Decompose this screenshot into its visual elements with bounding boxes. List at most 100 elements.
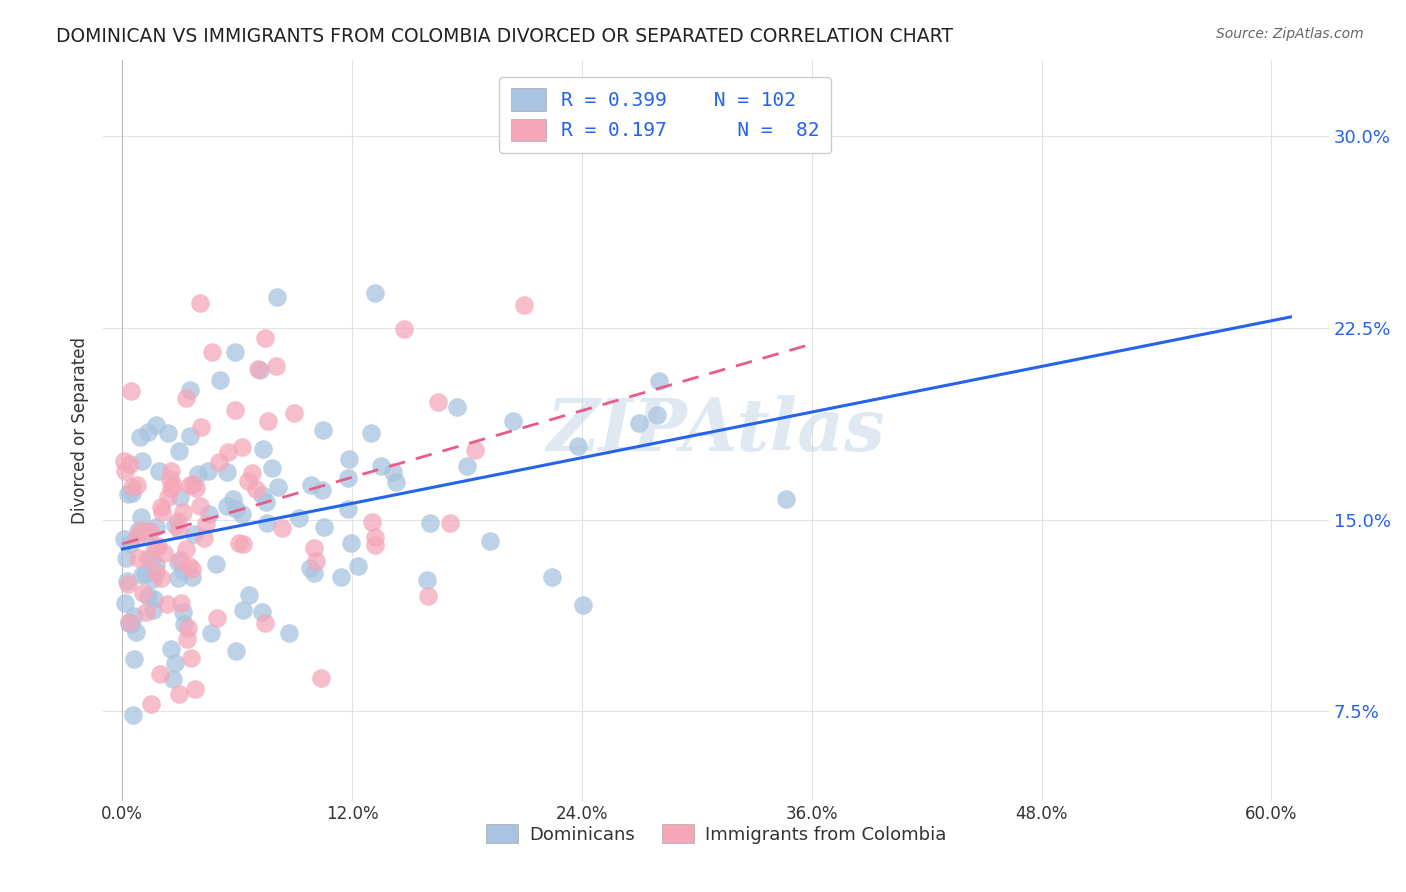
Point [188, 296, 211, 310]
Point [183, 527, 205, 541]
Point [266, 359, 288, 373]
Point [250, 605, 273, 619]
Point [215, 499, 238, 513]
Point [177, 558, 200, 573]
Point [125, 478, 148, 492]
Point [142, 603, 165, 617]
Point [204, 558, 226, 572]
Point [228, 535, 250, 549]
Point [176, 632, 198, 646]
Point [121, 480, 143, 494]
Point [179, 428, 201, 442]
Point [131, 454, 153, 468]
Point [162, 672, 184, 686]
Point [152, 546, 174, 560]
Point [177, 621, 200, 635]
Point [167, 687, 190, 701]
Point [121, 486, 143, 500]
Point [416, 590, 439, 604]
Point [167, 555, 190, 569]
Point [169, 443, 191, 458]
Point [312, 519, 335, 533]
Point [232, 603, 254, 617]
Point [135, 525, 157, 540]
Point [127, 524, 149, 539]
Point [112, 453, 135, 467]
Point [283, 406, 305, 420]
Point [360, 425, 382, 440]
Point [364, 286, 387, 301]
Point [572, 598, 595, 612]
Point [122, 651, 145, 665]
Point [225, 644, 247, 658]
Point [190, 419, 212, 434]
Point [187, 467, 209, 482]
Point [165, 656, 187, 670]
Point [170, 596, 193, 610]
Point [145, 520, 167, 534]
Point [142, 591, 165, 606]
Point [277, 625, 299, 640]
Point [179, 478, 201, 492]
Point [416, 573, 439, 587]
Point [309, 671, 332, 685]
Point [136, 425, 159, 440]
Legend: R = 0.399    N = 102, R = 0.197      N =  82: R = 0.399 N = 102, R = 0.197 N = 82 [499, 77, 831, 153]
Point [183, 477, 205, 491]
Point [419, 516, 441, 530]
Point [288, 511, 311, 525]
Point [142, 572, 165, 586]
Point [302, 541, 325, 555]
Point [311, 423, 333, 437]
Point [439, 516, 461, 530]
Point [169, 553, 191, 567]
Point [775, 491, 797, 506]
Point [195, 517, 218, 532]
Point [180, 651, 202, 665]
Point [115, 574, 138, 588]
Point [238, 588, 260, 602]
Point [201, 345, 224, 359]
Point [347, 558, 370, 573]
Point [184, 481, 207, 495]
Point [136, 551, 159, 566]
Point [162, 478, 184, 492]
Point [118, 537, 141, 551]
Point [337, 452, 360, 467]
Point [128, 429, 150, 443]
Point [169, 491, 191, 505]
Point [254, 495, 277, 509]
Point [208, 455, 231, 469]
Point [136, 589, 159, 603]
Point [479, 533, 502, 548]
Point [215, 465, 238, 479]
Text: Source: ZipAtlas.com: Source: ZipAtlas.com [1216, 27, 1364, 41]
Point [129, 509, 152, 524]
Point [246, 362, 269, 376]
Point [427, 395, 450, 409]
Point [181, 562, 204, 576]
Point [159, 472, 181, 486]
Point [245, 482, 267, 496]
Point [250, 488, 273, 502]
Point [567, 439, 589, 453]
Point [370, 458, 392, 473]
Point [160, 481, 183, 495]
Point [172, 505, 194, 519]
Point [340, 536, 363, 550]
Point [159, 641, 181, 656]
Point [260, 461, 283, 475]
Point [172, 564, 194, 578]
Point [257, 414, 280, 428]
Point [148, 464, 170, 478]
Point [150, 505, 173, 519]
Point [146, 539, 169, 553]
Point [647, 408, 669, 422]
Point [145, 565, 167, 579]
Point [392, 321, 415, 335]
Point [464, 443, 486, 458]
Point [311, 483, 333, 497]
Point [627, 416, 650, 430]
Point [181, 570, 204, 584]
Point [502, 414, 524, 428]
